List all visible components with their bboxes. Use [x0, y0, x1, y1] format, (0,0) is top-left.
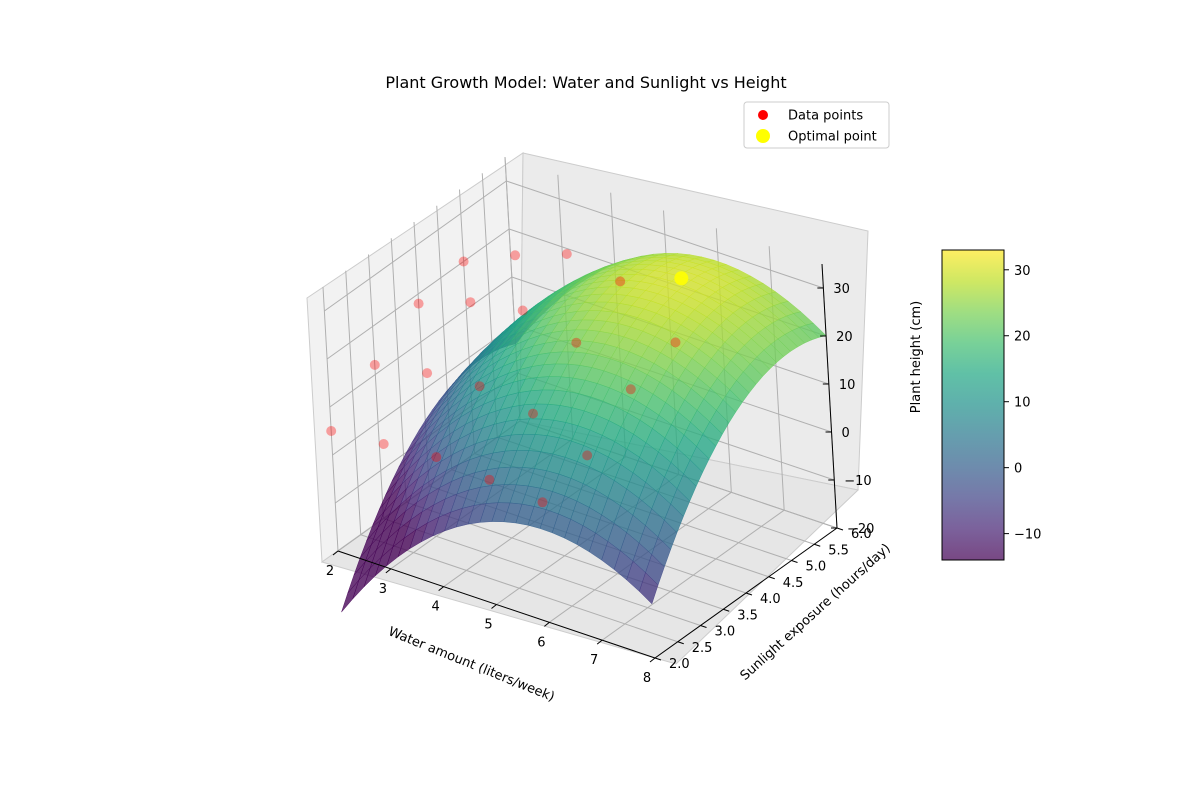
x-tick-mark	[649, 657, 656, 663]
data-point	[413, 298, 424, 309]
tick-labels: 2 3 4 5 6 7 8 2.02.53.03.54.04.55.05.56.0−20 −10…	[326, 282, 875, 686]
z-tick-label: −20	[847, 522, 874, 537]
y-tick-mark	[745, 592, 753, 596]
x-tick-mark	[491, 604, 497, 609]
y-tick-mark	[814, 543, 821, 547]
data-point	[474, 381, 485, 392]
left-grid-z	[329, 276, 513, 408]
colorbar-tick-label: 20	[1014, 330, 1031, 345]
data-point	[369, 359, 380, 370]
scatter-points	[326, 249, 689, 508]
data-point	[537, 497, 548, 508]
colorbar-fill	[942, 250, 1004, 560]
floor-grid-y	[360, 534, 678, 643]
y-tick-mark	[654, 657, 662, 661]
colorbar-frame	[941, 249, 1005, 561]
legend-label-data-points: Data points	[788, 109, 863, 124]
floor-grid-y	[383, 518, 701, 626]
legend-marker-optimal	[756, 129, 770, 143]
legend-marker-data-points	[758, 110, 768, 120]
back-grid-z	[506, 180, 824, 289]
x-tick-label: 8	[643, 671, 651, 686]
data-point	[670, 337, 681, 348]
x-tick-label: 4	[432, 600, 440, 615]
data-point	[625, 384, 636, 395]
z-axis-line	[821, 263, 838, 529]
z-tick-label: 0	[842, 426, 850, 441]
legend-label-optimal: Optimal point	[788, 130, 877, 145]
x-tick-label: 5	[484, 618, 492, 633]
data-point	[326, 426, 337, 436]
left-grid-z	[326, 228, 510, 360]
z-tick-label: 10	[839, 378, 856, 393]
data-point	[458, 256, 469, 267]
z-axis-label: Plant height (cm)	[909, 301, 924, 413]
legend-frame	[743, 101, 890, 149]
x-tick-mark	[385, 568, 392, 574]
x-tick-mark	[596, 639, 603, 645]
y-tick-label: 3.5	[737, 608, 758, 623]
surface-patch	[639, 572, 659, 605]
x-tick-label: 7	[590, 653, 598, 668]
y-tick-label: 6.0	[851, 527, 872, 542]
x-tick-mark	[332, 550, 339, 556]
x-tick-label: 2	[326, 564, 334, 579]
y-tick-label: 3.0	[715, 625, 736, 640]
surface	[341, 253, 827, 613]
data-point	[571, 337, 582, 348]
z-tick-label: −10	[844, 474, 871, 489]
left-grid-z	[324, 180, 507, 312]
y-tick-label: 2.5	[692, 641, 713, 656]
colorbar-tick-label: 30	[1014, 264, 1031, 279]
data-point	[484, 474, 495, 485]
x-tick-label: 6	[537, 635, 545, 650]
data-point	[561, 249, 572, 259]
y-tick-mark	[677, 641, 684, 645]
data-point	[378, 439, 389, 449]
y-tick-mark	[836, 527, 844, 531]
colorbar-tick-label: 0	[1014, 462, 1022, 477]
data-point	[528, 408, 538, 419]
z-tick-label: 30	[833, 282, 850, 297]
surface-patch	[341, 579, 360, 613]
colorbar-tick-label: −10	[1014, 528, 1041, 543]
optimal-point	[674, 271, 689, 286]
y-tick-label: 5.0	[806, 560, 827, 575]
left-grid-z	[332, 324, 515, 456]
y-tick-mark	[723, 608, 730, 612]
data-point	[582, 450, 593, 461]
y-tick-mark	[700, 625, 707, 628]
y-tick-label: 4.0	[760, 592, 781, 607]
left-grid-y	[345, 270, 362, 535]
z-tick-label: 20	[836, 330, 853, 345]
x-tick-mark	[544, 621, 550, 627]
data-point	[431, 452, 442, 463]
data-point	[422, 368, 433, 379]
x-tick-mark	[438, 586, 444, 592]
x-axis-label: Water amount (liters/week)	[386, 624, 557, 705]
legend: Data points Optimal point	[743, 101, 890, 149]
y-tick-mark	[791, 560, 798, 563]
chart-title: Plant Growth Model: Water and Sunlight v…	[385, 73, 786, 92]
x-tick-label: 3	[379, 582, 387, 597]
data-point	[510, 250, 521, 261]
left-grid-y	[322, 286, 339, 552]
colorbar-tick-label: 10	[1014, 396, 1031, 411]
y-tick-label: 2.0	[669, 657, 690, 672]
y-tick-mark	[768, 576, 775, 580]
colorbar: 30 20 10 0 −10	[941, 249, 1041, 561]
left-grid-y	[368, 254, 384, 519]
data-point	[615, 276, 626, 287]
data-point	[465, 297, 476, 308]
y-tick-label: 5.5	[828, 543, 849, 558]
y-tick-label: 4.5	[783, 576, 804, 591]
data-point	[517, 305, 528, 316]
